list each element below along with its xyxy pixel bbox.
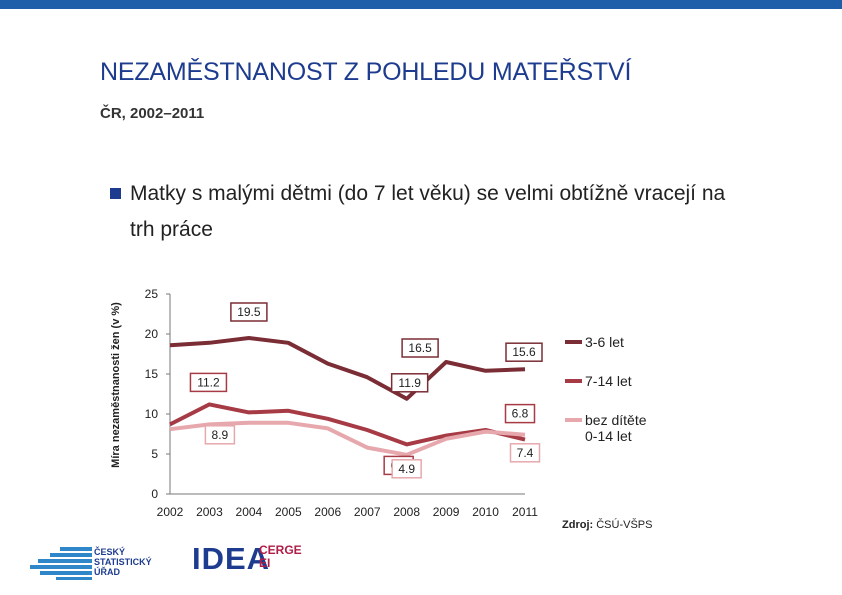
x-tick-label: 2010: [472, 505, 499, 519]
data-label-box: [504, 403, 536, 424]
data-label: 11.9: [398, 376, 421, 390]
data-label-box: [390, 373, 429, 393]
x-tick-label: 2006: [314, 505, 341, 519]
legend-label: bez dítěte 0-14 let: [585, 412, 647, 444]
x-tick-label: 2009: [433, 505, 460, 519]
x-tick-label: 2007: [354, 505, 381, 519]
y-tick-label: 15: [145, 367, 159, 381]
data-label-box: [204, 425, 236, 445]
page-subtitle: ČR, 2002–2011: [100, 105, 205, 122]
source-value: ČSÚ-VŠPS: [596, 519, 653, 531]
y-tick-label: 20: [145, 327, 159, 341]
y-tick-label: 10: [145, 407, 159, 421]
bullet-point: Matky s malými dětmi (do 7 let věku) se …: [110, 176, 730, 248]
data-label: 8.9: [212, 428, 229, 442]
data-label-box: [391, 459, 422, 479]
data-label-box: [401, 338, 439, 358]
series-line-0: [169, 336, 526, 401]
data-label: 15.6: [512, 345, 536, 359]
y-tick-label: 25: [145, 287, 159, 301]
data-label: 16.5: [408, 341, 432, 355]
data-label-box: [230, 302, 268, 322]
csu-line: ÚŘAD: [94, 567, 120, 577]
top-bar: [0, 0, 842, 9]
bullet-square-icon: [110, 188, 121, 199]
series-line-2: [169, 420, 526, 457]
data-label: 6.8: [512, 407, 529, 421]
y-tick-label: 5: [151, 447, 158, 461]
data-label-box: [509, 443, 541, 463]
x-tick-label: 2003: [196, 505, 223, 519]
x-tick-label: 2004: [236, 505, 263, 519]
data-label: 19.5: [237, 305, 261, 319]
legend-label: 3-6 let: [585, 334, 624, 350]
source-note: Zdroj: ČSÚ-VŠPS: [562, 519, 652, 531]
source-label: Zdroj:: [562, 519, 594, 531]
x-tick-label: 2002: [157, 505, 184, 519]
csu-logo-icon: [30, 547, 92, 580]
csu-line: STATISTICKÝ: [94, 557, 152, 567]
data-label: 4.9: [398, 462, 415, 476]
legend-label: 7-14 let: [585, 373, 632, 389]
idea-logo: IDEA: [192, 541, 271, 576]
x-tick-label: 2005: [275, 505, 302, 519]
page-title: NEZAMĚSTNANOST Z POHLEDU MATEŘSTVÍ: [100, 58, 632, 86]
cerge-line: EI: [259, 556, 271, 570]
data-label-box: [505, 342, 543, 362]
cerge-line: CERGE: [259, 543, 302, 557]
data-label: 11.2: [197, 375, 220, 389]
y-tick-label: 0: [151, 487, 158, 501]
data-label-box: [189, 372, 228, 393]
csu-logo-text: ČESKÝ STATISTICKÝ ÚŘAD: [94, 547, 152, 577]
data-label: 7.4: [517, 446, 534, 460]
cerge-logo: CERGE EI: [259, 544, 302, 570]
bullet-text: Matky s malými dětmi (do 7 let věku) se …: [130, 182, 726, 241]
x-tick-label: 2008: [393, 505, 420, 519]
csu-line: ČESKÝ: [94, 547, 126, 557]
series-line-1: [169, 402, 526, 447]
x-tick-label: 2011: [512, 505, 538, 519]
